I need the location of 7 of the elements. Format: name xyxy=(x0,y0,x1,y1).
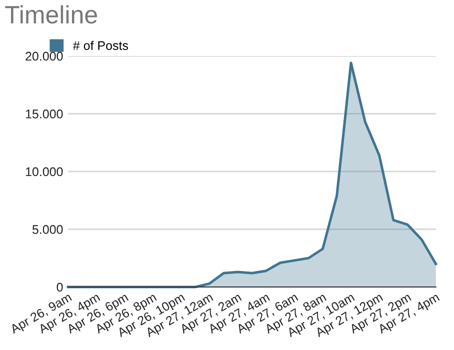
y-tick-label: 10.000 xyxy=(26,167,63,176)
legend-label: # of Posts xyxy=(72,40,128,50)
y-tick-label: 20.000 xyxy=(26,52,63,61)
y-tick-label: 0 xyxy=(56,282,63,292)
y-tick-label: 5.000 xyxy=(32,225,63,234)
y-tick-label: 15.000 xyxy=(26,110,63,118)
chart-title: Timeline xyxy=(5,5,97,24)
